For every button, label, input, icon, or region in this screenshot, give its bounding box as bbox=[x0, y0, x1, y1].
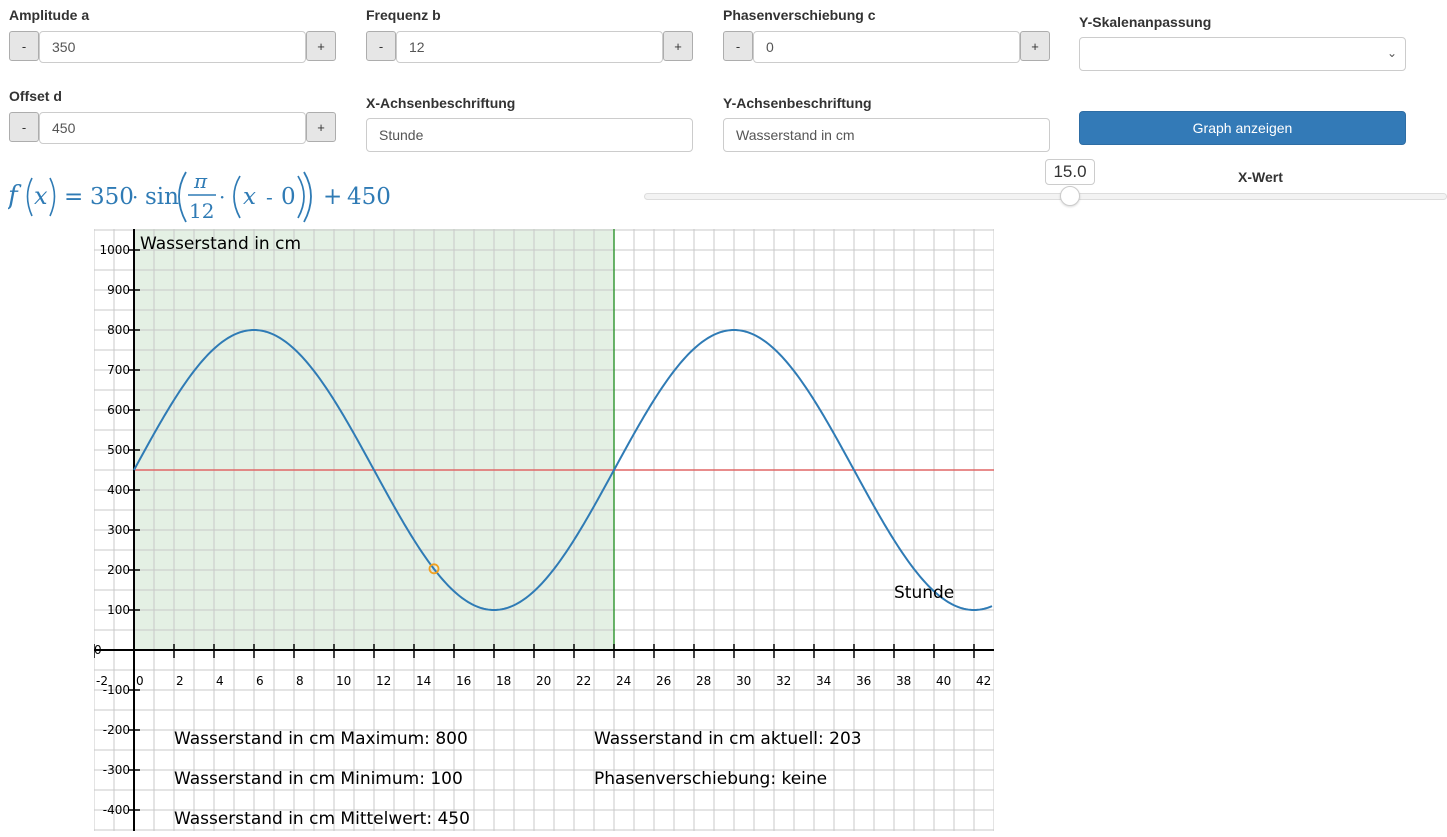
formula-pi: π bbox=[193, 169, 208, 193]
frequenz-input[interactable] bbox=[396, 31, 663, 63]
amplitude-control: - + bbox=[9, 31, 336, 63]
x-tick-label: 16 bbox=[456, 674, 471, 688]
phase-plus-button[interactable]: + bbox=[1020, 31, 1050, 61]
frequenz-label: Frequenz b bbox=[366, 7, 441, 23]
y-scale-select[interactable]: ⌄ bbox=[1079, 37, 1406, 71]
stat-maximum: Wasserstand in cm Maximum: 800 bbox=[174, 729, 468, 749]
x-tick-label: 22 bbox=[576, 674, 591, 688]
formula-equals: = bbox=[64, 184, 83, 210]
phase-minus-button[interactable]: - bbox=[723, 31, 753, 61]
offset-minus-button[interactable]: - bbox=[9, 112, 39, 142]
x-axis-label-title: X-Achsenbeschriftung bbox=[366, 95, 516, 111]
y-tick-label: -400 bbox=[103, 803, 130, 817]
amplitude-minus-button[interactable]: - bbox=[9, 31, 39, 61]
y-tick-label: -200 bbox=[103, 723, 130, 737]
x-tick-label: 30 bbox=[736, 674, 751, 688]
y-tick-label: -300 bbox=[103, 763, 130, 777]
x-tick-label: 38 bbox=[896, 674, 911, 688]
formula-x: x bbox=[34, 182, 48, 210]
x-tick-label: 10 bbox=[336, 674, 351, 688]
show-graph-button[interactable]: Graph anzeigen bbox=[1079, 111, 1406, 145]
stat-phase: Phasenverschiebung: keine bbox=[594, 769, 827, 789]
y-axis-label-input[interactable] bbox=[723, 118, 1050, 152]
offset-control: - + bbox=[9, 112, 336, 144]
phase-input[interactable] bbox=[753, 31, 1020, 63]
x-tick-label: 34 bbox=[816, 674, 831, 688]
x-tick-label: 26 bbox=[656, 674, 671, 688]
x-tick-label: 24 bbox=[616, 674, 631, 688]
y-tick-label: 700 bbox=[107, 363, 130, 377]
y-tick-label: 1000 bbox=[99, 243, 130, 257]
x-wert-slider[interactable] bbox=[644, 193, 1447, 200]
x-tick-label: 32 bbox=[776, 674, 791, 688]
y-tick-label: 900 bbox=[107, 283, 130, 297]
y-tick-label: 400 bbox=[107, 483, 130, 497]
x-tick-label: 28 bbox=[696, 674, 711, 688]
formula-dot-1: · bbox=[132, 185, 138, 209]
y-axis-label-title: Y-Achsenbeschriftung bbox=[723, 95, 872, 111]
offset-input[interactable] bbox=[39, 112, 306, 144]
formula-dot-2: · bbox=[219, 185, 225, 209]
y-tick-label: -100 bbox=[103, 683, 130, 697]
formula-amplitude: 350 bbox=[90, 184, 134, 210]
y-tick-label: 800 bbox=[107, 323, 130, 337]
amplitude-input[interactable] bbox=[39, 31, 306, 63]
y-tick-label: 200 bbox=[107, 563, 130, 577]
y-tick-label: 100 bbox=[107, 603, 130, 617]
slider-handle[interactable] bbox=[1060, 186, 1080, 206]
x-axis-title: Stunde bbox=[894, 583, 954, 603]
x-tick-label: 18 bbox=[496, 674, 511, 688]
x-tick-label: 0 bbox=[136, 674, 144, 688]
frequenz-control: - + bbox=[366, 31, 693, 63]
y-axis-title: Wasserstand in cm bbox=[140, 234, 301, 254]
x-tick-label: 20 bbox=[536, 674, 551, 688]
frequenz-plus-button[interactable]: + bbox=[663, 31, 693, 61]
x-tick-label: 4 bbox=[216, 674, 224, 688]
offset-label: Offset d bbox=[9, 88, 62, 104]
stat-mean: Wasserstand in cm Mittelwert: 450 bbox=[174, 809, 470, 829]
formula-x-2: x bbox=[243, 184, 256, 210]
y-tick-label: 0 bbox=[94, 643, 102, 657]
x-tick-label: 40 bbox=[936, 674, 951, 688]
y-tick-label: 300 bbox=[107, 523, 130, 537]
current-value-marker bbox=[428, 563, 440, 575]
x-tick-label: -2 bbox=[96, 674, 108, 688]
x-tick-label: 2 bbox=[176, 674, 184, 688]
phase-label: Phasenverschiebung c bbox=[723, 7, 876, 23]
x-tick-label: 12 bbox=[376, 674, 391, 688]
formula-offset: 450 bbox=[347, 184, 391, 210]
frequenz-minus-button[interactable]: - bbox=[366, 31, 396, 61]
formula-plus: + bbox=[323, 184, 342, 210]
formula-minus: - bbox=[266, 185, 273, 209]
formula-frequency: 12 bbox=[189, 199, 214, 223]
phase-control: - + bbox=[723, 31, 1050, 63]
x-tick-label: 8 bbox=[296, 674, 304, 688]
formula-sin: sin bbox=[145, 184, 179, 210]
y-scale-label: Y-Skalenanpassung bbox=[1079, 14, 1212, 30]
sine-chart: -2 0 2 4 6 8 10 12 14 16 18 20 22 24 26 28 30 32 34 36 38 40 4… bbox=[94, 229, 994, 831]
formula-f: f bbox=[8, 181, 22, 211]
x-tick-label: 6 bbox=[256, 674, 264, 688]
offset-plus-button[interactable]: + bbox=[306, 112, 336, 142]
sine-curve bbox=[133, 328, 993, 612]
amplitude-plus-button[interactable]: + bbox=[306, 31, 336, 61]
x-axis-label-input[interactable] bbox=[366, 118, 693, 152]
x-tick-label: 42 bbox=[976, 674, 991, 688]
function-formula: f x = 350 · sin π 12 · x - 0 + 450 bbox=[8, 169, 391, 223]
stat-minimum: Wasserstand in cm Minimum: 100 bbox=[174, 769, 463, 789]
y-tick-label: 500 bbox=[107, 443, 130, 457]
stat-current: Wasserstand in cm aktuell: 203 bbox=[594, 729, 862, 749]
x-tick-label: 36 bbox=[856, 674, 871, 688]
chevron-down-icon: ⌄ bbox=[1386, 46, 1397, 60]
x-tick-label: 14 bbox=[416, 674, 431, 688]
slider-value-tooltip: 15.0 bbox=[1045, 159, 1095, 185]
amplitude-label: Amplitude a bbox=[9, 7, 90, 23]
formula-phase: 0 bbox=[281, 184, 296, 210]
y-tick-label: 600 bbox=[107, 403, 130, 417]
x-wert-label: X-Wert bbox=[1238, 169, 1283, 185]
